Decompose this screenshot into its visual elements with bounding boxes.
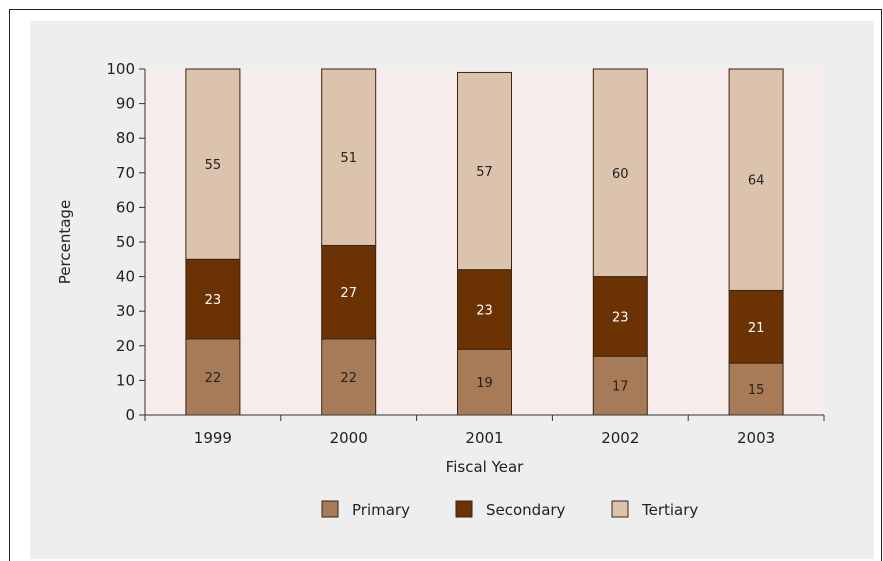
legend-label-tertiary: Tertiary bbox=[641, 501, 698, 519]
x-axis: 1999 2000 2001 2002 2003 bbox=[144, 414, 825, 447]
data-label-secondary-2003: 21 bbox=[748, 321, 765, 336]
bar-tertiary-2001 bbox=[457, 71, 512, 271]
data-label-primary-2001: 19 bbox=[476, 376, 493, 391]
legend-label-primary: Primary bbox=[352, 501, 410, 519]
data-label-tertiary-2002: 60 bbox=[612, 167, 629, 182]
y-axis: 0 10 20 30 40 50 60 70 80 90 100 bbox=[106, 60, 146, 424]
bar-primary-2001 bbox=[457, 348, 512, 416]
bar-secondary-2000 bbox=[321, 244, 377, 340]
data-label-tertiary-1999: 55 bbox=[205, 158, 222, 173]
bar-tertiary-1999 bbox=[185, 68, 241, 260]
data-label-secondary-2000: 27 bbox=[340, 286, 357, 301]
legend-label-secondary: Secondary bbox=[486, 501, 566, 519]
y-axis-title: Percentage bbox=[56, 200, 74, 284]
data-label-secondary-2002: 23 bbox=[612, 310, 629, 325]
x-tick-label: 2000 bbox=[330, 429, 368, 447]
bar-secondary-2002 bbox=[592, 276, 648, 357]
x-tick-label: 2003 bbox=[737, 429, 775, 447]
x-axis-title: Fiscal Year bbox=[446, 458, 524, 476]
data-label-primary-1999: 22 bbox=[205, 371, 222, 386]
legend-swatch-primary bbox=[321, 500, 339, 518]
bar-labels-group: 22 23 55 22 27 51 19 23 57 17 23 60 15 21 64 bbox=[205, 151, 765, 398]
data-label-primary-2000: 22 bbox=[340, 371, 357, 386]
bar-primary-2003 bbox=[728, 362, 784, 416]
legend: Primary Secondary Tertiary bbox=[321, 500, 698, 519]
legend-swatch-tertiary bbox=[611, 500, 629, 518]
bar-primary-2000 bbox=[321, 338, 377, 416]
y-tick-label: 90 bbox=[116, 95, 135, 113]
data-label-primary-2002: 17 bbox=[612, 380, 629, 395]
data-label-tertiary-2003: 64 bbox=[748, 174, 765, 189]
x-tick-label: 2002 bbox=[601, 429, 639, 447]
x-tick-label: 2001 bbox=[465, 429, 503, 447]
y-tick-label: 10 bbox=[116, 371, 135, 389]
y-tick-label: 40 bbox=[116, 268, 135, 286]
bar-primary-2002 bbox=[592, 355, 648, 416]
data-label-primary-2003: 15 bbox=[748, 383, 765, 398]
legend-swatch-secondary bbox=[455, 500, 473, 518]
bars-group bbox=[185, 68, 784, 416]
bar-tertiary-2003 bbox=[728, 68, 784, 291]
y-tick-label: 0 bbox=[125, 406, 135, 424]
bar-tertiary-2002 bbox=[592, 68, 648, 278]
y-tick-label: 20 bbox=[116, 337, 135, 355]
y-tick-label: 80 bbox=[116, 129, 135, 147]
bar-tertiary-2000 bbox=[321, 68, 377, 246]
bar-secondary-1999 bbox=[185, 258, 241, 340]
data-label-secondary-1999: 23 bbox=[205, 293, 222, 308]
y-tick-label: 30 bbox=[116, 302, 135, 320]
y-tick-label: 60 bbox=[116, 198, 135, 216]
bar-secondary-2001 bbox=[457, 269, 512, 350]
data-label-tertiary-2000: 51 bbox=[340, 151, 357, 166]
x-tick-label: 1999 bbox=[194, 429, 232, 447]
y-tick-label: 50 bbox=[116, 233, 135, 251]
data-label-tertiary-2001: 57 bbox=[476, 165, 493, 180]
y-tick-label: 100 bbox=[106, 60, 135, 78]
data-label-secondary-2001: 23 bbox=[476, 303, 493, 318]
y-tick-label: 70 bbox=[116, 164, 135, 182]
